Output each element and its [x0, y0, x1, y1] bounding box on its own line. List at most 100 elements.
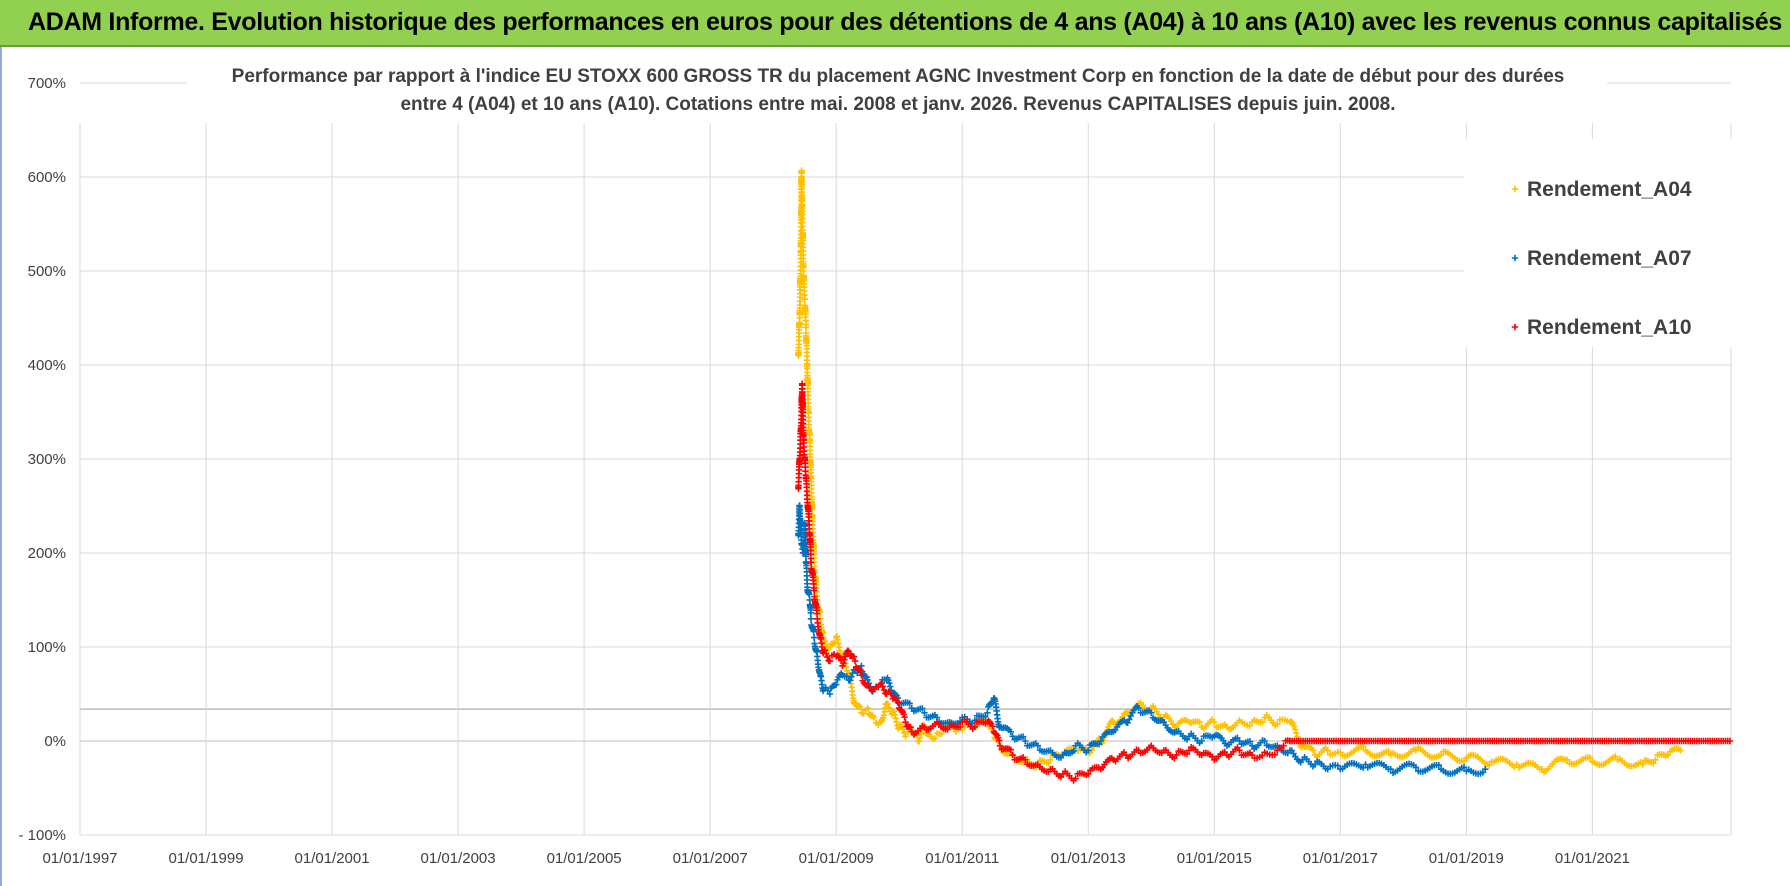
data-point — [1261, 737, 1268, 745]
data-point — [1387, 766, 1394, 773]
data-point — [886, 679, 893, 687]
data-point — [826, 690, 834, 698]
x-tick-label: 01/01/2017 — [1303, 850, 1378, 867]
data-point — [956, 723, 964, 731]
data-point — [1126, 716, 1133, 723]
data-point — [1280, 742, 1287, 749]
data-point — [1127, 712, 1134, 720]
data-point — [995, 737, 1003, 744]
data-point — [887, 690, 894, 697]
data-point — [894, 699, 902, 706]
data-point — [996, 742, 1004, 749]
data-point — [1183, 750, 1191, 758]
data-point — [901, 729, 908, 737]
data-point — [891, 711, 898, 718]
data-point — [1022, 737, 1029, 745]
data-point — [807, 609, 815, 617]
y-tick-label: 400% — [28, 357, 66, 374]
data-point — [848, 673, 855, 681]
data-point — [878, 680, 885, 687]
data-point — [806, 591, 813, 598]
data-point — [1173, 751, 1180, 759]
data-point — [1563, 756, 1571, 763]
data-point — [1097, 737, 1105, 745]
data-point — [822, 650, 830, 657]
data-points — [795, 167, 1734, 784]
data-point — [1586, 754, 1594, 761]
data-point — [1652, 756, 1659, 763]
axes: 700% 600% 500% 400% 300% 200% 100% 0% - 100% 01/0… — [18, 75, 1629, 867]
data-point — [1258, 752, 1266, 759]
data-point — [810, 634, 818, 641]
data-point — [1412, 764, 1420, 771]
data-point — [821, 637, 829, 645]
data-point — [971, 723, 979, 731]
data-point — [880, 686, 888, 694]
header-bar: ADAM Informe. Evolution historique des p… — [0, 0, 1790, 47]
data-point — [1292, 729, 1300, 737]
legend-marker — [1511, 185, 1519, 193]
data-point — [1324, 747, 1331, 754]
data-point — [1612, 753, 1619, 760]
data-point — [802, 324, 810, 331]
data-point — [916, 734, 924, 742]
data-point — [1271, 751, 1278, 758]
data-point — [1664, 751, 1672, 759]
data-point — [1274, 720, 1281, 728]
data-point — [931, 735, 939, 742]
chart-frame: 700% 600% 500% 400% 300% 200% 100% 0% - 100% 01/0… — [0, 47, 1790, 886]
data-point — [821, 647, 829, 654]
data-point — [1135, 704, 1142, 712]
data-point — [870, 714, 878, 721]
x-tick-label: 01/01/1999 — [168, 850, 243, 867]
data-point — [801, 296, 808, 303]
data-point — [1460, 764, 1468, 771]
data-point — [1070, 747, 1078, 755]
data-point — [864, 681, 871, 688]
legend-marker — [1511, 323, 1519, 331]
data-point — [846, 677, 854, 684]
data-point — [885, 704, 893, 711]
data-point — [1072, 775, 1079, 782]
data-point — [1034, 742, 1042, 749]
data-point — [1385, 747, 1392, 755]
data-point — [1726, 737, 1734, 745]
legend-label: Rendement_A04 — [1527, 178, 1692, 201]
data-point — [807, 615, 815, 622]
data-point — [845, 648, 852, 655]
data-point — [1479, 769, 1487, 776]
data-point — [1007, 728, 1015, 736]
x-tick-label: 01/01/2011 — [925, 850, 999, 867]
data-point — [1337, 749, 1344, 756]
x-tick-label: 01/01/2019 — [1429, 850, 1504, 867]
data-point — [816, 609, 824, 616]
legend-marker — [1511, 254, 1519, 262]
data-point — [1310, 747, 1317, 754]
legend: Rendement_A04 Rendement_A07 Rendement_A10 — [1464, 139, 1732, 347]
data-point — [1148, 709, 1155, 716]
data-point — [807, 559, 815, 566]
data-point — [855, 702, 863, 710]
chart-title-line-2: entre 4 (A04) et 10 ans (A10). Cotations… — [400, 94, 1395, 115]
chart-title-line-1: Performance par rapport à l'indice EU ST… — [232, 66, 1565, 87]
data-point — [1482, 766, 1489, 773]
data-point — [1639, 761, 1646, 768]
data-point — [1022, 756, 1029, 763]
series-rendement-a07 — [795, 502, 1489, 778]
x-tick-label: 01/01/2007 — [673, 850, 748, 867]
x-tick-label: 01/01/2013 — [1051, 850, 1126, 867]
x-tick-label: 01/01/2021 — [1555, 850, 1630, 867]
data-point — [824, 687, 831, 694]
data-point — [899, 726, 907, 733]
y-tick-label: 500% — [28, 263, 66, 280]
y-tick-label: 200% — [28, 545, 66, 562]
x-tick-label: 01/01/2003 — [421, 850, 496, 867]
data-point — [1047, 756, 1054, 763]
x-tick-label: 01/01/2001 — [295, 850, 370, 867]
data-point — [902, 733, 909, 740]
grid — [79, 82, 1732, 836]
data-point — [1246, 738, 1254, 745]
data-point — [982, 713, 989, 721]
data-point — [921, 709, 928, 716]
y-tick-label: - 100% — [18, 827, 66, 844]
